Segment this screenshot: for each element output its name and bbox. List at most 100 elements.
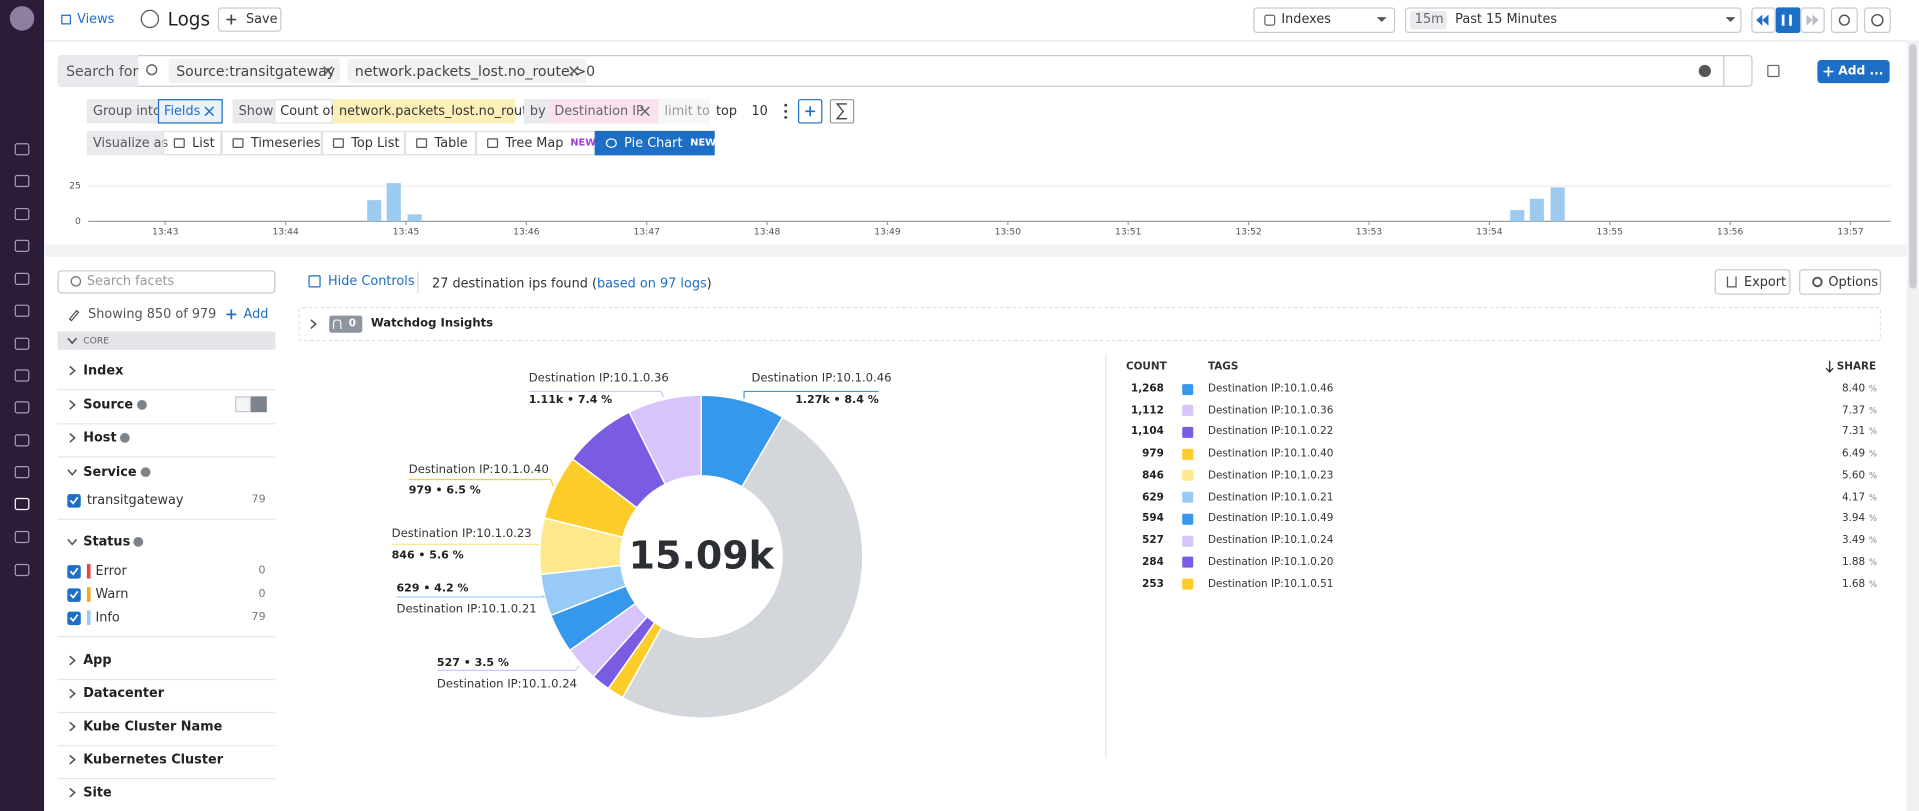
group-value[interactable]	[157, 99, 223, 124]
nav-icon[interactable]	[14, 369, 30, 382]
nav-icon[interactable]	[14, 563, 30, 577]
indexes-label: Indexes	[1281, 12, 1331, 27]
chevron-right	[69, 721, 76, 732]
facet-name[interactable]: Datacenter	[83, 686, 165, 701]
sum-button[interactable]	[829, 99, 855, 124]
facets-add[interactable]: Add	[243, 307, 269, 322]
table-tag[interactable]: Destination IP:10.1.0.22	[1207, 426, 1334, 439]
visualize-option[interactable]	[221, 130, 322, 156]
watchdog-panel[interactable]	[298, 307, 1882, 342]
table-tag[interactable]: Destination IP:10.1.0.51	[1207, 578, 1334, 591]
rewind-button[interactable]	[1751, 7, 1776, 34]
checkbox[interactable]	[67, 494, 81, 508]
search-label-bg	[57, 55, 139, 87]
visualize-option[interactable]	[405, 130, 477, 156]
visualize-option[interactable]	[162, 130, 222, 156]
pie-slice	[543, 458, 638, 539]
nav-icon[interactable]	[14, 143, 30, 156]
facet-name[interactable]: Source	[83, 397, 134, 413]
options-button[interactable]	[1799, 269, 1882, 295]
facet-name[interactable]: Host	[83, 430, 117, 446]
visualize-option-label: Table	[434, 135, 468, 151]
visualize-option[interactable]	[321, 130, 406, 156]
nav-icon[interactable]	[14, 497, 30, 511]
nav-icon[interactable]	[14, 466, 30, 479]
checkbox[interactable]	[67, 588, 81, 602]
table-tag[interactable]: Destination IP:10.1.0.46	[1207, 382, 1334, 396]
table-tag[interactable]: Destination IP:10.1.0.20	[1207, 556, 1334, 569]
nav-icon[interactable]	[14, 304, 30, 317]
table-tag[interactable]: Destination IP:10.1.0.24	[1207, 534, 1334, 547]
facet-group-band	[57, 331, 276, 350]
copy-button[interactable]	[1767, 64, 1780, 78]
search-tag-label: network.packets_lost.no_route:>0	[354, 62, 596, 80]
refresh-button[interactable]	[1863, 7, 1891, 34]
facet-name[interactable]: Service	[83, 464, 137, 480]
code-button[interactable]	[1723, 55, 1752, 87]
search-tag[interactable]	[347, 58, 587, 84]
save-button[interactable]	[217, 7, 282, 32]
export-icon	[1726, 276, 1737, 288]
facet-search[interactable]	[57, 270, 276, 294]
nav-icon[interactable]	[14, 434, 30, 447]
header-divider	[417, 271, 419, 294]
nav-icon[interactable]	[14, 272, 30, 286]
add-group-button[interactable]	[797, 99, 823, 124]
add-query-button[interactable]	[1817, 59, 1890, 84]
x-tick-label: 13:44	[272, 226, 299, 237]
callout-label: Destination IP:10.1.0.46	[751, 370, 891, 384]
facet-name[interactable]: App	[83, 653, 112, 668]
facet-search-placeholder: Search facets	[86, 274, 175, 289]
table-swatch	[1182, 470, 1194, 482]
table-tag[interactable]: Destination IP:10.1.0.21	[1207, 491, 1334, 504]
hide-controls-icon[interactable]	[308, 275, 321, 288]
table-tag[interactable]: Destination IP:10.1.0.36	[1207, 404, 1334, 417]
topbar-border	[44, 40, 1907, 42]
limit-to	[658, 99, 710, 124]
facet-name[interactable]: Index	[83, 363, 124, 378]
by-value[interactable]	[548, 99, 659, 124]
more-dot	[784, 103, 788, 107]
nav-icon[interactable]	[14, 174, 30, 188]
nav-icon[interactable]	[14, 239, 30, 252]
views-icon	[61, 14, 71, 25]
pie-slice	[592, 615, 656, 690]
nav-icon[interactable]	[14, 207, 30, 221]
facet-name[interactable]: Status	[83, 534, 131, 550]
checkbox[interactable]	[67, 611, 81, 626]
table-tag[interactable]: Destination IP:10.1.0.40	[1207, 447, 1334, 461]
indexes-dropdown[interactable]	[1253, 7, 1396, 34]
checkbox[interactable]	[67, 565, 81, 579]
facet-name[interactable]: Site	[83, 785, 112, 800]
table-tag[interactable]: Destination IP:10.1.0.23	[1207, 469, 1334, 482]
x-tick-label: 13:45	[393, 226, 420, 237]
forward-button[interactable]	[1800, 7, 1825, 34]
facet-name[interactable]: Kube Cluster Name	[83, 719, 223, 734]
table-swatch	[1182, 383, 1194, 395]
zoom-button[interactable]	[1830, 7, 1858, 34]
search-tag[interactable]	[168, 58, 341, 84]
chevron-right	[69, 754, 76, 765]
table-tag[interactable]: Destination IP:10.1.0.49	[1207, 512, 1334, 526]
x-tick-label: 13:54	[1476, 226, 1503, 237]
by	[523, 99, 549, 124]
nav-icon[interactable]	[14, 401, 30, 414]
visualize-icon	[605, 138, 617, 149]
count-of-label: Count of	[280, 103, 335, 119]
facet-name[interactable]: Kubernetes Cluster	[83, 752, 224, 767]
pause-button[interactable]	[1775, 7, 1801, 34]
nav-icon[interactable]	[14, 530, 30, 544]
measure[interactable]	[332, 99, 516, 124]
watchdog-title: Watchdog Insights	[370, 316, 494, 331]
count-of[interactable]	[274, 99, 333, 124]
visualize-option[interactable]	[476, 130, 595, 156]
table-share: 3.49	[1841, 534, 1866, 547]
table-swatch	[1182, 491, 1194, 503]
nav-icon[interactable]	[14, 337, 30, 350]
chevron-right	[69, 688, 76, 699]
facet-separator	[57, 423, 276, 425]
time-picker[interactable]	[1404, 7, 1742, 34]
hide-controls[interactable]: Hide Controls	[327, 274, 415, 289]
based-on-link[interactable]: based on 97 logs	[596, 276, 707, 292]
export-button[interactable]	[1714, 269, 1791, 295]
